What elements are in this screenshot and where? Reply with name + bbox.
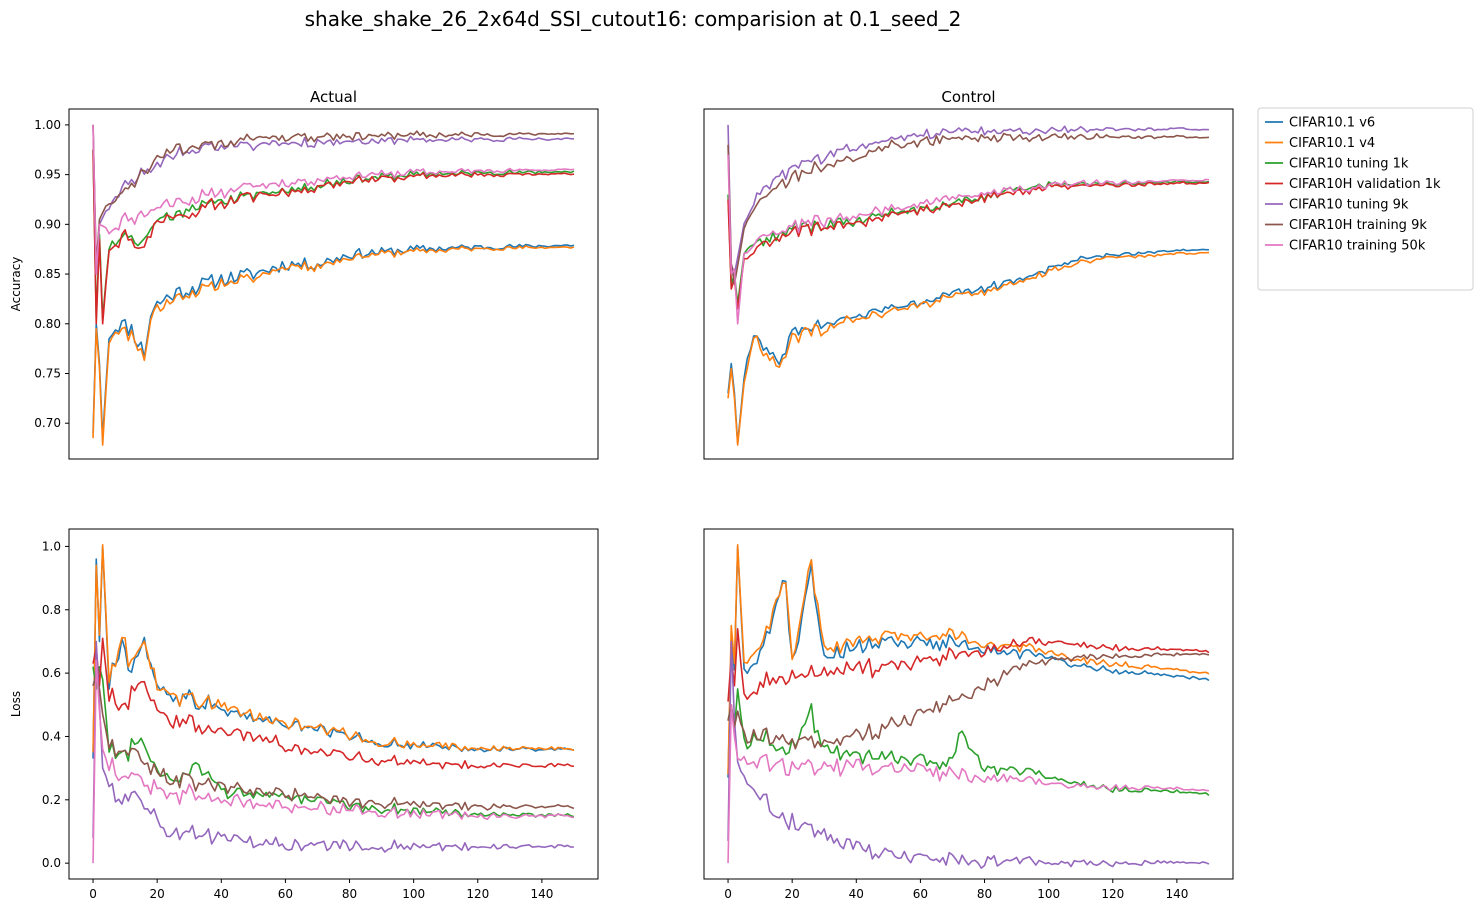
y-tick-label: 0.4 — [42, 729, 61, 743]
series-line-cifar10-1-v6 — [727, 248, 1209, 444]
series-line-cifar10-training-50k — [727, 703, 1210, 864]
series-line-cifar10-1-v6 — [727, 545, 1210, 778]
axes-frame — [703, 108, 1234, 460]
series-line-cifar10h-training-9k — [727, 132, 1210, 285]
series-line-cifar10-1-v4 — [92, 245, 575, 446]
series-line-cifar10h-validation-1k — [92, 149, 575, 325]
legend-entry-label: CIFAR10.1 v6 — [1289, 116, 1375, 131]
series-line-cifar10h-training-9k — [727, 652, 1210, 750]
x-tick-label: 20 — [785, 887, 800, 901]
legend-entry-label: CIFAR10 tuning 9k — [1289, 198, 1409, 213]
y-tick-label: 0.70 — [34, 416, 61, 430]
legend-entry-label: CIFAR10 training 50k — [1289, 239, 1426, 254]
series-line-cifar10-tuning-1k — [727, 688, 1210, 797]
y-tick-label: 0.90 — [34, 217, 61, 231]
panel-bottom-left: 0.0 0.2 0.4 0.6 0.8 1.0 0 20 40 60 80 100 120 140 Loss — [9, 528, 599, 901]
legend: CIFAR10.1 v6 CIFAR10.1 v4 CIFAR10 tuning 1… — [1257, 107, 1474, 291]
y-tick-label: 0.95 — [34, 168, 61, 182]
x-tick-label: 140 — [530, 887, 553, 901]
y-tick-label: 1.00 — [34, 118, 61, 132]
series-line-cifar10-training-50k — [727, 154, 1210, 325]
x-tick-label: 120 — [466, 887, 489, 901]
y-tick-label: 0.8 — [42, 603, 61, 617]
series-line-cifar10-1-v4 — [92, 544, 575, 753]
panel-title: Control — [941, 88, 995, 106]
series-line-cifar10h-training-9k — [92, 124, 574, 265]
x-tick-label: 0 — [89, 887, 97, 901]
figure-suptitle: shake_shake_26_2x64d_SSI_cutout16: compa… — [305, 7, 962, 31]
y-axis-label: Accuracy — [9, 257, 23, 312]
series-line-cifar10-tuning-9k — [727, 124, 1209, 275]
axes-frame — [68, 108, 599, 460]
x-tick-label: 80 — [977, 887, 992, 901]
series-line-cifar10-1-v4 — [727, 251, 1209, 446]
y-tick-label: 0.80 — [34, 317, 61, 331]
y-tick-label: 1.0 — [42, 539, 61, 553]
y-tick-label: 0.75 — [34, 366, 61, 380]
series-line-cifar10-tuning-9k — [92, 124, 575, 275]
x-tick-label: 20 — [150, 887, 165, 901]
x-tick-label: 60 — [278, 887, 293, 901]
panel-bottom-right: 0 20 40 60 80 100 120 140 — [703, 528, 1234, 901]
series-line-cifar10-training-50k — [92, 659, 575, 864]
x-tick-label: 0 — [724, 887, 732, 901]
series-line-cifar10-training-50k — [92, 124, 575, 275]
series-line-cifar10-tuning-1k — [92, 665, 575, 818]
legend-entry-label: CIFAR10.1 v4 — [1289, 136, 1375, 151]
x-tick-label: 80 — [342, 887, 357, 901]
series-line-cifar10-1-v6 — [92, 545, 575, 759]
series-line-cifar10-tuning-9k — [92, 640, 574, 853]
series-line-cifar10h-training-9k — [92, 672, 575, 811]
panel-title: Actual — [310, 88, 357, 106]
panel-top-right: Control — [703, 88, 1234, 460]
series-line-cifar10-tuning-9k — [727, 640, 1210, 869]
x-tick-label: 40 — [214, 887, 229, 901]
y-tick-label: 0.2 — [42, 793, 61, 807]
series-line-cifar10h-validation-1k — [727, 627, 1210, 702]
series-line-cifar10h-validation-1k — [92, 637, 575, 770]
y-tick-label: 0.0 — [42, 856, 61, 870]
legend-entry-label: CIFAR10 tuning 1k — [1289, 157, 1409, 172]
y-tick-label: 0.85 — [34, 267, 61, 281]
axes-frame — [68, 528, 599, 880]
series-line-cifar10-tuning-1k — [92, 149, 575, 320]
x-tick-label: 140 — [1165, 887, 1188, 901]
x-tick-label: 60 — [913, 887, 928, 901]
axes-frame — [703, 528, 1234, 880]
x-tick-label: 40 — [849, 887, 864, 901]
x-tick-label: 100 — [1037, 887, 1060, 901]
x-tick-label: 120 — [1101, 887, 1124, 901]
series-line-cifar10-tuning-1k — [727, 179, 1210, 305]
y-axis-label: Loss — [9, 691, 23, 717]
series-line-cifar10-1-v4 — [727, 544, 1210, 775]
panel-top-left: 0.70 0.75 0.80 0.85 0.90 0.95 1.00 Actual Accura… — [9, 88, 599, 460]
legend-frame — [1257, 107, 1474, 291]
y-tick-label: 0.6 — [42, 666, 61, 680]
legend-entry-label: CIFAR10H training 9k — [1289, 218, 1427, 233]
series-line-cifar10-1-v6 — [92, 243, 575, 439]
x-tick-label: 100 — [402, 887, 425, 901]
legend-entry-label: CIFAR10H validation 1k — [1289, 177, 1441, 192]
